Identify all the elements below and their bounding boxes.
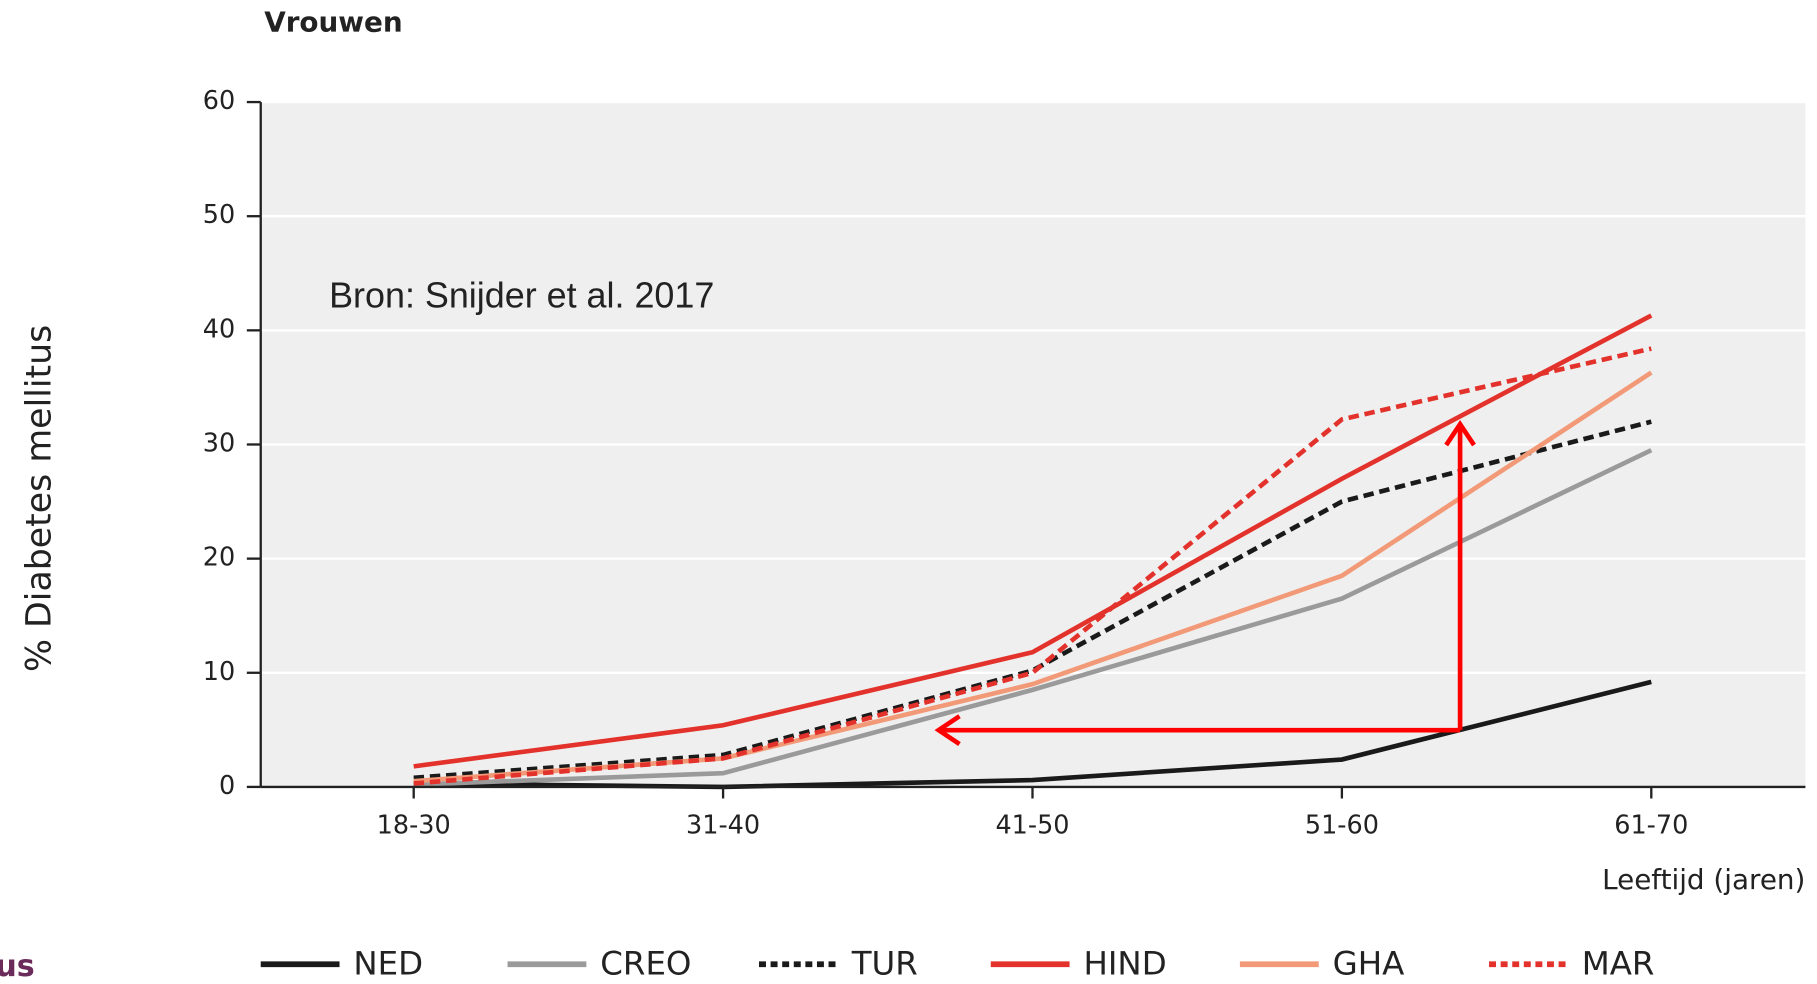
arrow-head <box>934 714 961 746</box>
series-line <box>413 346 1652 786</box>
y-tick-label: 40 <box>203 314 235 344</box>
x-tick-label: 41-50 <box>995 810 1069 840</box>
annotation: Bron: Snijder et al. 2017 <box>329 274 714 315</box>
chart-title: Vrouwen <box>264 5 402 38</box>
x-tick-label: 51-60 <box>1305 810 1379 840</box>
y-tick-label: 0 <box>219 771 235 801</box>
y-tick-label: 30 <box>203 428 235 458</box>
legend-label: TUR <box>851 944 918 982</box>
y-tick-label: 10 <box>203 657 235 687</box>
y-tick-label: 60 <box>203 86 235 116</box>
y-tick-label: 50 <box>203 200 235 230</box>
series-line <box>413 313 1653 769</box>
legend-label: CREO <box>600 944 691 982</box>
series-line <box>413 448 1653 787</box>
legend-label: MAR <box>1582 944 1655 982</box>
y-axis-label: % Diabetes mellitus <box>20 325 60 672</box>
legend-label: NED <box>353 944 423 982</box>
logo-fragment: us <box>0 949 35 984</box>
x-axis-label: Leeftijd (jaren) <box>1602 863 1805 896</box>
series-line <box>413 370 1653 784</box>
series-line <box>413 419 1652 781</box>
x-tick-label: 61-70 <box>1614 810 1688 840</box>
arrow-head <box>1444 420 1476 447</box>
arrows <box>934 420 1476 746</box>
x-tick-label: 18-30 <box>377 810 451 840</box>
legend-label: HIND <box>1083 944 1166 982</box>
y-tick-label: 20 <box>203 543 235 573</box>
x-tick-label: 31-40 <box>686 810 760 840</box>
legend-label: GHA <box>1333 944 1405 982</box>
